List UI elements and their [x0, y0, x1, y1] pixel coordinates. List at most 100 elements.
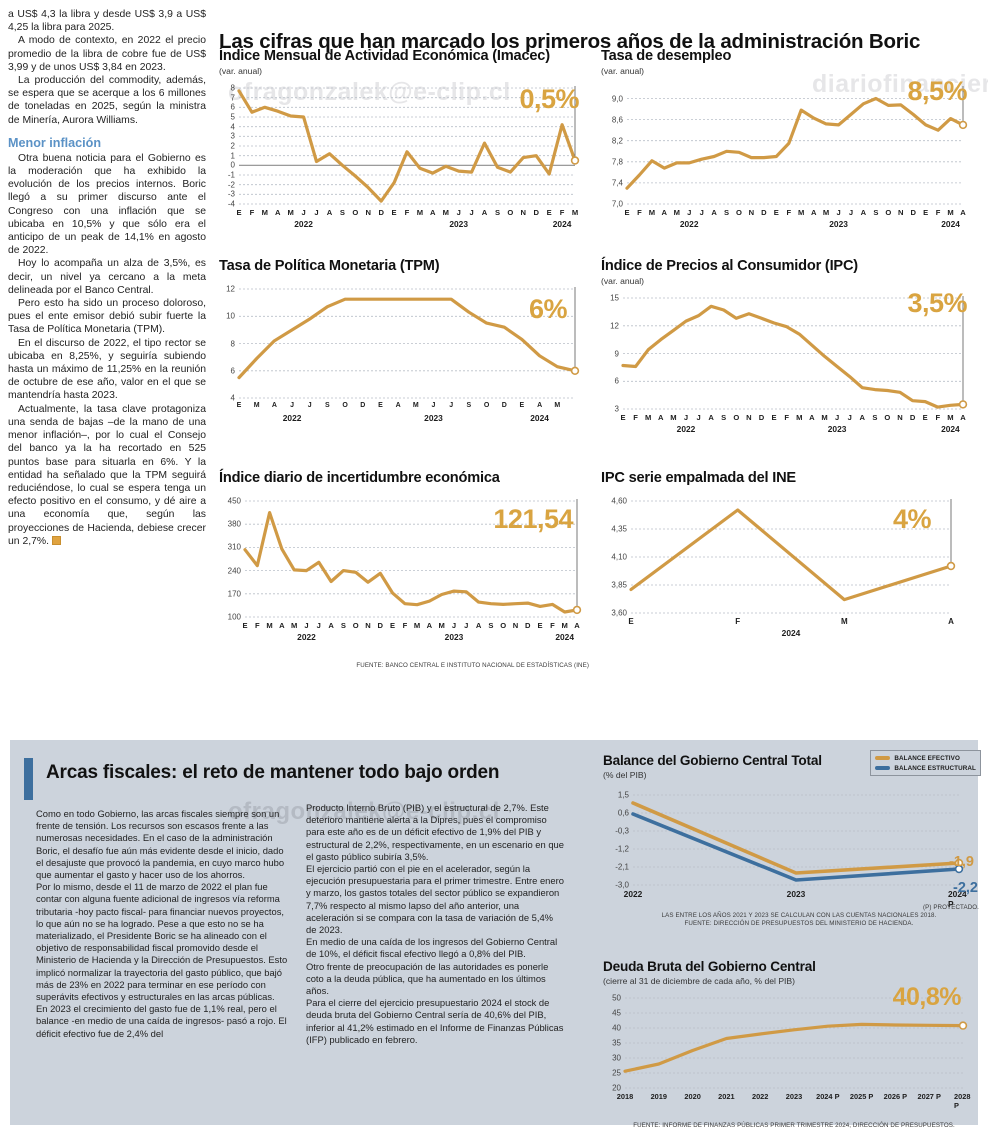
chart-incertidumbre: Índice diario de incertidumbre económica…: [219, 470, 589, 669]
x-axis-year-label: 2023: [449, 219, 469, 229]
x-axis-tick-label: M: [261, 208, 268, 217]
chart-note-2: LAS ENTRE LOS AÑOS 2021 Y 2023 SE CALCUL…: [661, 912, 937, 919]
chart-title: Índice diario de incertidumbre económica: [219, 470, 500, 486]
y-axis-tick-label: 10: [226, 311, 235, 321]
end-of-article-mark: [52, 535, 62, 545]
x-axis-tick-label: F: [786, 208, 792, 217]
x-axis-tick-label: S: [488, 621, 494, 630]
x-axis-tick-label: M: [287, 208, 294, 217]
x-axis-tick-label: F: [404, 208, 410, 217]
x-axis-tick-label: M: [670, 413, 677, 422]
y-axis-tick-label: 6: [614, 376, 619, 386]
x-axis-tick-label: 2021: [718, 1092, 735, 1101]
y-axis-tick-label: 5: [230, 112, 235, 122]
y-axis-tick-label: 310: [227, 542, 241, 552]
x-axis-year-label: 2023: [424, 413, 443, 423]
y-axis-tick-label: 4,60: [611, 496, 627, 506]
x-axis-tick-label: A: [326, 208, 333, 217]
chart-plot-area: 8 7 6 5 4 3 2 1 0 -1 -2 -3 -4 E F M A M J J A S O N D E F M A M J J A S O N…: [219, 80, 589, 230]
x-axis-tick-label: J: [451, 621, 457, 630]
legend-item: BALANCE EFECTIVO: [875, 753, 976, 763]
x-axis-tick-label: O: [733, 413, 740, 422]
x-axis-year-label: 2022: [679, 219, 699, 229]
y-axis-tick-label: 12: [610, 321, 619, 331]
paragraph: Hoy lo acompaña un alza de 3,5%, es deci…: [8, 258, 206, 296]
x-axis-tick-label: D: [761, 208, 767, 217]
x-axis-tick-label: E: [236, 402, 242, 409]
x-axis-tick-label: S: [724, 208, 730, 217]
x-axis-tick-label: A: [279, 621, 285, 630]
x-axis-year-label: 2024: [941, 424, 960, 434]
x-axis-tick-label: E: [390, 621, 396, 630]
x-axis-year-label: 2022: [294, 219, 313, 229]
x-axis-tick-label: A: [574, 621, 580, 630]
y-axis-labels: 1,5 0,6 -0,3 -1,2 -2,1 -3,0: [603, 787, 633, 909]
x-axis-tick-label: M: [796, 413, 803, 422]
chart-source-note: FUENTE: BANCO CENTRAL E INSTITUTO NACION…: [356, 662, 589, 669]
y-axis-tick-label: 4: [230, 122, 235, 132]
x-axis-year-label: 2024: [530, 413, 549, 423]
x-axis-tick-label: J: [456, 208, 461, 217]
x-axis-tick-label: D: [378, 208, 384, 217]
x-axis-tick-label: A: [860, 208, 867, 217]
y-axis-tick-label: 170: [227, 589, 241, 599]
x-axis-year-label: 2024: [555, 632, 575, 642]
x-axis-tick-label: A: [328, 621, 334, 630]
x-axis-year-label: 2022: [282, 413, 302, 423]
series-line: [623, 1022, 965, 1073]
x-axis-tick-label: M: [673, 208, 680, 217]
x-axis-tick-label: M: [438, 621, 445, 630]
x-axis-tick-label: M: [571, 208, 579, 217]
y-axis-tick-label: -4: [227, 199, 235, 209]
paragraph: a US$ 4,3 la libra y desde US$ 3,9 a US$…: [8, 9, 206, 34]
paragraph: Para el cierre del ejercicio presupuesta…: [306, 997, 564, 1045]
x-axis-tick-label: E: [242, 621, 248, 630]
x-axis-tick-label: 2022: [623, 889, 643, 899]
x-axis-tick-label: E: [771, 413, 777, 422]
paragraph: Por lo mismo, desde el 11 de marzo de 20…: [36, 881, 288, 1003]
x-axis-tick-label: M: [442, 208, 449, 217]
y-axis-tick-label: -3,0: [615, 880, 629, 890]
y-axis-tick-label: 9: [614, 349, 619, 358]
chart-svg: [625, 86, 968, 205]
x-axis-tick-label: F: [784, 413, 790, 422]
x-axis-tick-label: A: [481, 208, 488, 217]
series-line: [625, 96, 965, 190]
x-axis-tick-label: 2019: [650, 1092, 668, 1101]
x-axis-tick-label: D: [525, 621, 531, 630]
x-axis-tick-label: 2024 P: [816, 1092, 840, 1101]
end-point-marker: [954, 864, 964, 874]
chart-note-1: (P) PROYECTADO.: [922, 904, 979, 911]
chart-value-label: 6%: [528, 294, 568, 324]
x-axis-tick-label: 2018: [616, 1092, 634, 1101]
x-axis-tick-label: M: [822, 208, 830, 217]
y-axis-tick-label: 35: [612, 1038, 621, 1048]
x-axis-tick-label: M: [798, 208, 805, 217]
x-axis-tick-label: S: [325, 402, 330, 409]
y-axis-tick-label: 380: [227, 519, 241, 529]
x-axis-tick-label: N: [898, 208, 904, 217]
x-axis-tick-label: E: [628, 617, 634, 626]
paragraph: Pero esto ha sido un proceso doloroso, p…: [8, 298, 206, 336]
y-axis-tick-label: 8: [230, 339, 235, 348]
paragraph-text: Actualmente, la tasa clave protagoniza u…: [8, 403, 206, 547]
chart-value-label: 8,5%: [907, 76, 967, 106]
section-subheading: Menor inflación: [8, 135, 102, 150]
chart-note-3: FUENTE: DIRECCIÓN DE PRESUPUESTOS DEL MI…: [684, 920, 914, 927]
x-axis-tick-label: A: [859, 413, 866, 422]
x-axis-tick-label: F: [550, 621, 555, 630]
x-axis-tick-label: F: [735, 617, 741, 626]
y-axis-labels: 450 380 310 240 170 100: [219, 491, 245, 643]
x-axis-tick-label: A: [960, 208, 966, 217]
x-axis-tick-label: J: [314, 208, 319, 217]
chart-value-label: 0,5%: [519, 84, 579, 114]
x-axis-tick-label: M: [253, 402, 260, 409]
x-axis-tick-label: 2022: [751, 1092, 769, 1101]
x-axis-tick-label: S: [721, 413, 727, 422]
x-axis-tick-label: M: [554, 402, 561, 409]
y-axis-tick-label: 9,0: [611, 94, 623, 103]
